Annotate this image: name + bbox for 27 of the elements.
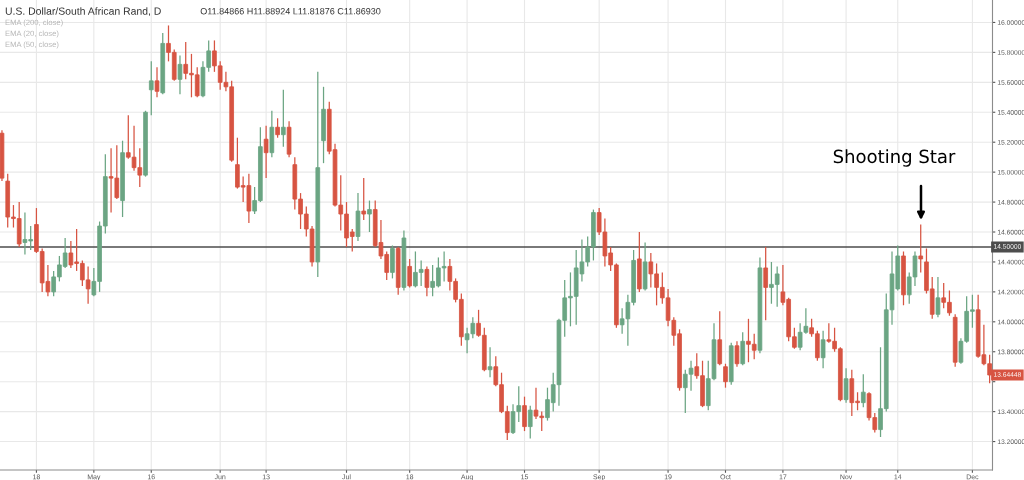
candlestick (281, 89, 286, 148)
candlestick (763, 246, 768, 321)
candlestick (154, 66, 160, 98)
candlestick (860, 373, 866, 408)
candlestick (361, 177, 367, 221)
text: U.S. Dollar/South African Rand, D (5, 7, 161, 17)
candlestick (918, 223, 924, 274)
candlestick (263, 125, 269, 179)
candlestick (723, 363, 728, 389)
candlestick (522, 396, 527, 432)
candlestick (843, 367, 849, 404)
candlestick (717, 310, 723, 366)
candlestick (820, 330, 826, 369)
candlestick (275, 117, 280, 139)
candlestick (367, 199, 372, 233)
candlestick (527, 405, 533, 440)
candlestick (734, 340, 740, 368)
candlestick (487, 346, 493, 378)
candlestick (148, 60, 154, 116)
candlestick (424, 265, 430, 297)
annotation: Shooting Star (833, 149, 956, 167)
candlestick (390, 244, 395, 280)
candlestick (740, 331, 746, 366)
candlestick (407, 258, 412, 289)
candlestick (935, 276, 941, 318)
candlestick (177, 54, 183, 95)
text: O11.84866 H11.88924 L11.81876 C11.86930 (200, 8, 381, 15)
